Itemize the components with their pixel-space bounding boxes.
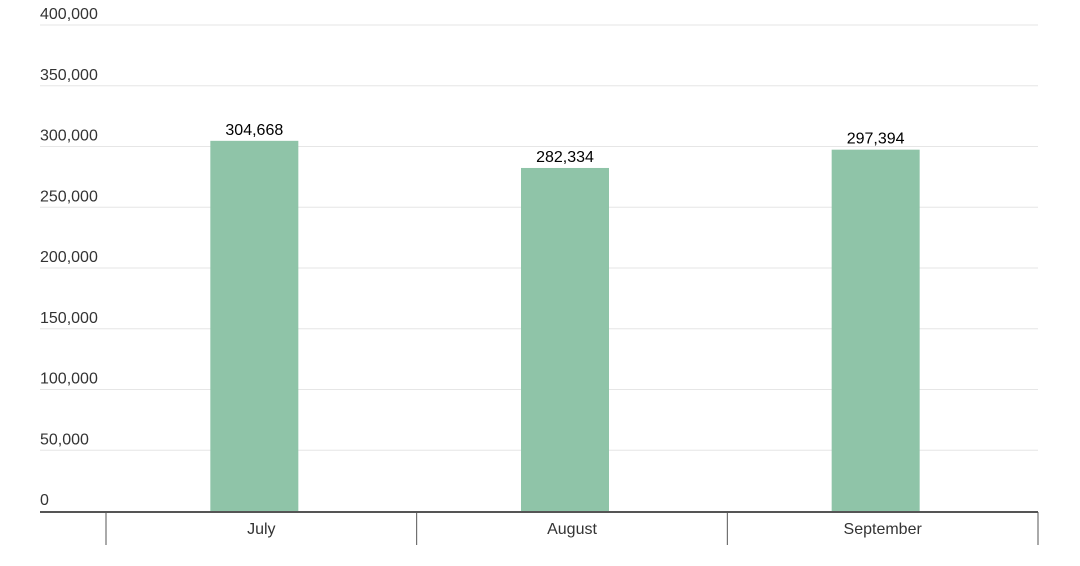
data-label: 282,334 bbox=[536, 149, 594, 166]
x-axis-category-labels: July August September bbox=[247, 521, 922, 538]
x-axis bbox=[40, 511, 1039, 545]
data-label: 297,394 bbox=[847, 131, 905, 148]
y-tick-label: 50,000 bbox=[40, 431, 89, 448]
x-tick-label: August bbox=[547, 521, 597, 538]
y-tick-label: 350,000 bbox=[40, 67, 98, 84]
y-tick-label: 100,000 bbox=[40, 371, 98, 388]
bars bbox=[210, 140, 920, 512]
y-tick-label: 200,000 bbox=[40, 249, 98, 266]
x-tick-label: September bbox=[844, 521, 923, 538]
x-tick-label: July bbox=[247, 521, 275, 538]
y-axis-tick-labels: 0 50,000 100,000 150,000 200,000 250,000 300,0… bbox=[40, 6, 98, 509]
y-tick-label: 250,000 bbox=[40, 188, 98, 205]
bar-august bbox=[521, 167, 609, 512]
bar-july bbox=[210, 140, 299, 512]
y-tick-label: 150,000 bbox=[40, 310, 98, 327]
bar-september bbox=[831, 149, 920, 511]
y-tick-label: 300,000 bbox=[40, 128, 98, 145]
data-label: 304,668 bbox=[225, 122, 283, 139]
data-labels: 304,668 282,334 297,394 bbox=[225, 122, 904, 166]
y-tick-label: 0 bbox=[40, 492, 49, 509]
y-tick-label: 400,000 bbox=[40, 6, 98, 23]
